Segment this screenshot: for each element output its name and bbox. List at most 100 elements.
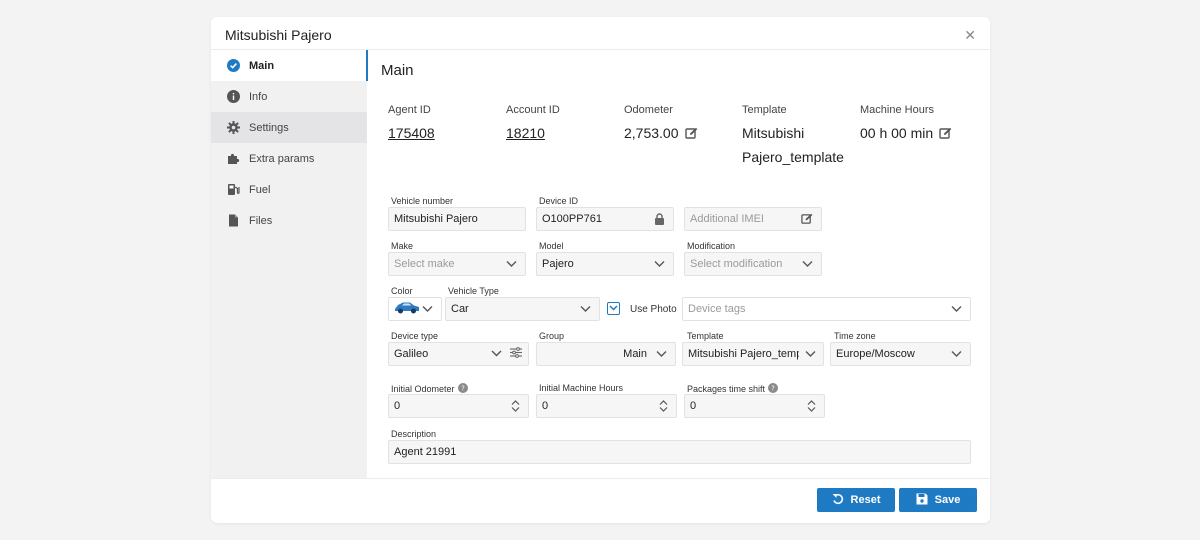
chevron-down-icon [656, 351, 667, 358]
device-type-select[interactable]: Galileo [388, 342, 529, 366]
sidebar-item-info[interactable]: Info [211, 81, 367, 112]
floppy-disk-icon [916, 493, 928, 508]
description-input[interactable]: Agent 21991 [388, 440, 971, 464]
device-type-actions [491, 347, 522, 361]
template-value-line2: Pajero_template [742, 149, 844, 165]
initial-odometer-input[interactable]: 0 [388, 394, 529, 418]
sidebar-item-label: Extra params [249, 152, 315, 165]
modification-placeholder: Select modification [690, 258, 783, 270]
chevron-down-icon [491, 348, 502, 360]
packages-time-shift-value: 0 [690, 400, 697, 412]
device-type-label: Device type [391, 331, 439, 341]
sidebar: Main Info Settings Extra params Fuel [211, 50, 367, 478]
lock-icon [654, 213, 665, 225]
chevron-down-icon [951, 351, 962, 358]
check-circle-icon [227, 59, 240, 72]
description-label: Description [391, 429, 437, 439]
color-label: Color [391, 286, 413, 296]
save-button[interactable]: Save [899, 488, 977, 512]
main-panel: Main Agent ID 175408 Account ID 18210 Od… [368, 50, 990, 478]
agent-id-link[interactable]: 175408 [388, 125, 435, 141]
initial-odometer-value: 0 [394, 400, 401, 412]
sidebar-item-label: Files [249, 214, 273, 227]
initial-machine-hours-value: 0 [542, 400, 549, 412]
svg-text:?: ? [771, 385, 775, 393]
model-select[interactable]: Pajero [536, 252, 674, 276]
model-value: Pajero [542, 258, 574, 270]
help-icon[interactable]: ? [457, 383, 468, 395]
stepper-icon[interactable] [511, 400, 520, 413]
help-icon[interactable]: ? [768, 383, 779, 395]
group-select[interactable]: Main [536, 342, 676, 366]
packages-time-shift-label: Packages time shift [687, 384, 766, 394]
vehicle-type-value: Car [451, 303, 469, 315]
chevron-down-icon [951, 306, 962, 313]
use-photo-checkbox[interactable] [607, 302, 620, 315]
vehicle-type-select[interactable]: Car [445, 297, 600, 321]
chevron-down-icon [580, 306, 591, 313]
initial-odometer-label-row: Initial Odometer ? [391, 383, 468, 395]
sidebar-item-extra-params[interactable]: Extra params [211, 143, 367, 174]
device-id-input[interactable]: О100РР761 [536, 207, 674, 231]
machine-hours-value-row: 00 h 00 min [860, 122, 952, 146]
gear-icon [227, 121, 240, 134]
color-select[interactable] [388, 297, 442, 321]
additional-imei-input[interactable]: Additional IMEI [684, 207, 822, 231]
sidebar-item-label: Fuel [249, 183, 271, 196]
account-id-link[interactable]: 18210 [506, 125, 545, 141]
vehicle-number-input[interactable]: Mitsubishi Pajero [388, 207, 526, 231]
stepper-icon[interactable] [807, 400, 816, 413]
packages-time-shift-input[interactable]: 0 [684, 394, 825, 418]
account-id-label: Account ID [506, 104, 560, 116]
reset-button[interactable]: Reset [817, 488, 895, 512]
sidebar-item-settings[interactable]: Settings [211, 112, 367, 143]
description-value: Agent 21991 [394, 446, 457, 458]
initial-machine-hours-label: Initial Machine Hours [539, 383, 624, 393]
initial-machine-hours-input[interactable]: 0 [536, 394, 677, 418]
device-tags-placeholder: Device tags [688, 303, 746, 315]
template-stat: Template Mitsubishi Pajero_template [742, 104, 844, 168]
car-icon [394, 301, 420, 317]
save-label: Save [934, 494, 961, 506]
dialog-title: Mitsubishi Pajero [225, 27, 332, 43]
modification-select[interactable]: Select modification [684, 252, 822, 276]
svg-text:?: ? [461, 385, 465, 393]
sidebar-item-files[interactable]: Files [211, 205, 367, 236]
time-zone-select[interactable]: Europe/Moscow [830, 342, 971, 366]
edit-icon[interactable] [801, 213, 813, 225]
sidebar-item-label: Info [249, 90, 268, 103]
vehicle-type-label: Vehicle Type [448, 286, 499, 296]
sidebar-item-fuel[interactable]: Fuel [211, 174, 367, 205]
chevron-down-icon [805, 351, 816, 358]
template-field-label: Template [687, 331, 724, 341]
vehicle-edit-dialog: Mitsubishi Pajero ✕ Main Info Settings [211, 17, 990, 523]
sliders-icon[interactable] [510, 347, 522, 361]
chevron-down-icon [506, 261, 517, 268]
model-label: Model [539, 241, 564, 251]
sidebar-item-main[interactable]: Main [211, 50, 367, 81]
template-value: Mitsubishi Pajero_template [742, 122, 844, 168]
device-id-label: Device ID [539, 196, 579, 206]
edit-icon[interactable] [939, 124, 952, 146]
vehicle-number-label: Vehicle number [391, 196, 454, 206]
agent-id-stat: Agent ID 175408 [388, 104, 435, 144]
make-select[interactable]: Select make [388, 252, 526, 276]
vehicle-number-value: Mitsubishi Pajero [394, 213, 478, 225]
close-icon[interactable]: ✕ [964, 27, 976, 43]
time-zone-label: Time zone [834, 331, 876, 341]
make-placeholder: Select make [394, 258, 455, 270]
edit-icon[interactable] [684, 124, 698, 146]
active-tab-indicator [366, 50, 368, 81]
odometer-value: 2,753.00 [624, 125, 679, 141]
reset-label: Reset [850, 494, 881, 506]
template-label: Template [742, 104, 787, 116]
odometer-label: Odometer [624, 104, 673, 116]
device-tags-select[interactable]: Device tags [682, 297, 971, 321]
time-zone-value: Europe/Moscow [836, 348, 915, 360]
stepper-icon[interactable] [659, 400, 668, 413]
template-select[interactable]: Mitsubishi Pajero_templa [682, 342, 824, 366]
chevron-down-icon [654, 261, 665, 268]
puzzle-icon [227, 152, 240, 165]
make-label: Make [391, 241, 414, 251]
file-icon [227, 214, 240, 227]
